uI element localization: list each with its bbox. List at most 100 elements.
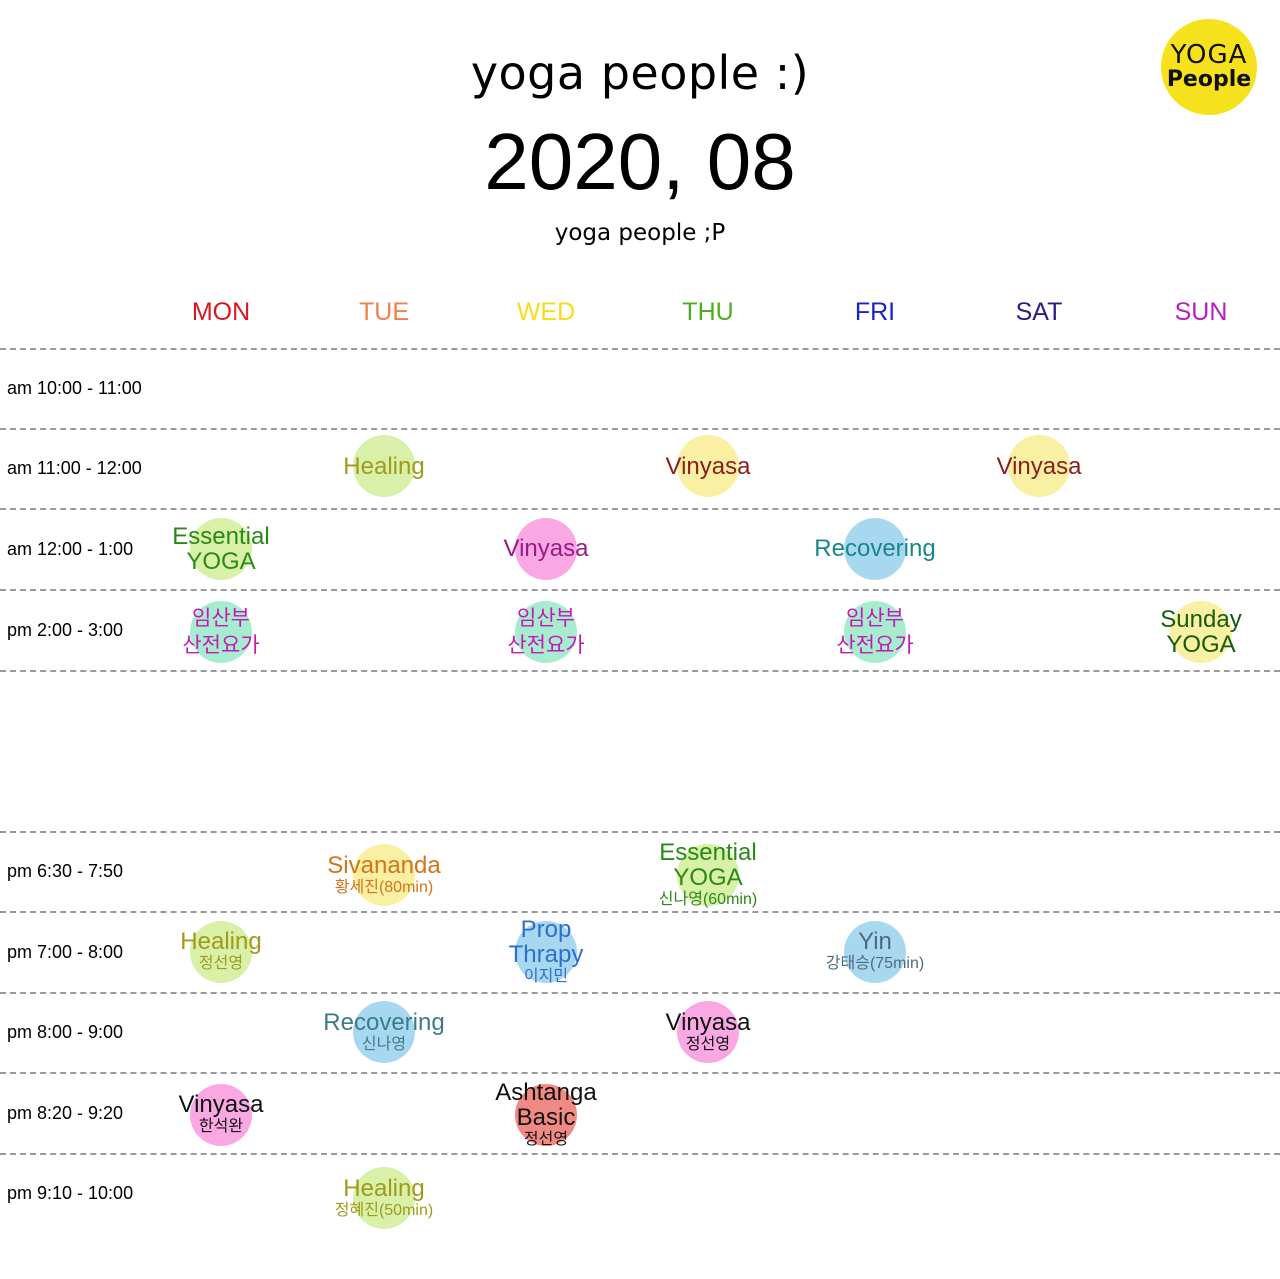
- class-teacher: 신나영(60min): [658, 891, 758, 908]
- time-slot-label: pm 2:00 - 3:00: [7, 619, 124, 640]
- class-entry[interactable]: Recovering: [775, 536, 975, 561]
- class-name: Prop Thrapy: [508, 915, 584, 968]
- row-divider: [0, 428, 1280, 430]
- class-bubble: [844, 920, 906, 983]
- class-teacher: 강태승(75min): [825, 955, 925, 972]
- class-bubble: [353, 1167, 415, 1229]
- class-entry[interactable]: Recovering 신나영: [284, 1010, 484, 1055]
- class-bubble: [353, 844, 415, 906]
- class-name: Yin: [858, 928, 892, 955]
- class-bubble: [515, 920, 577, 983]
- class-name: Healing: [343, 1174, 425, 1202]
- class-entry[interactable]: Essential YOGA 신나영(60min): [608, 840, 808, 910]
- class-entry[interactable]: Vinyasa 정선영: [608, 1010, 808, 1055]
- class-entry[interactable]: Ashtanga Basic 정선영: [446, 1080, 646, 1150]
- class-teacher: 정선영: [198, 955, 244, 972]
- row-divider: [0, 992, 1280, 994]
- row-divider: [0, 911, 1280, 913]
- row-divider: [0, 670, 1280, 672]
- class-entry[interactable]: 임산부 산전요가: [775, 605, 975, 659]
- class-name: Healing: [343, 452, 425, 480]
- class-entry[interactable]: 임산부 산전요가: [121, 605, 321, 659]
- class-entry[interactable]: Sivananda 황세진(80min): [284, 853, 484, 898]
- yoga-people-logo: YOGA People: [1161, 19, 1257, 115]
- class-bubble: [844, 600, 906, 663]
- class-bubble: [677, 1001, 739, 1063]
- class-entry[interactable]: Yin 강태승(75min): [775, 929, 975, 974]
- class-name: 임산부 산전요가: [507, 606, 585, 657]
- time-slot-label: pm 8:00 - 9:00: [7, 1022, 124, 1042]
- class-entry[interactable]: Vinyasa: [446, 536, 646, 561]
- class-bubble: [190, 920, 252, 983]
- day-header-wed: WED: [516, 298, 576, 326]
- class-bubble: [353, 435, 415, 497]
- class-bubble: [190, 600, 252, 663]
- class-entry[interactable]: 임산부 산전요가: [446, 605, 646, 659]
- class-bubble: [515, 1083, 577, 1146]
- logo-line-1: YOGA: [1170, 40, 1248, 70]
- class-name: Recovering: [814, 535, 936, 562]
- class-bubble: [515, 517, 577, 580]
- class-entry[interactable]: Vinyasa: [608, 454, 808, 479]
- class-bubble: [190, 1083, 252, 1146]
- day-header-sun: SUN: [1174, 298, 1228, 326]
- page-title: yoga people :): [470, 46, 810, 100]
- row-divider: [0, 1072, 1280, 1074]
- class-teacher: 정선영: [523, 1130, 569, 1148]
- class-bubble: [844, 517, 906, 580]
- class-name: Vinyasa: [178, 1091, 264, 1118]
- logo-line-2: People: [1166, 67, 1252, 92]
- class-name: Vinyasa: [503, 535, 589, 562]
- class-bubble: [353, 1001, 415, 1063]
- class-bubble: [677, 435, 739, 497]
- time-slot-label: pm 7:00 - 8:00: [7, 941, 124, 962]
- class-name: Recovering: [323, 1008, 445, 1036]
- row-divider: [0, 348, 1280, 350]
- class-name: Essential YOGA: [172, 522, 270, 575]
- class-entry[interactable]: Healing 정선영: [121, 929, 321, 974]
- class-bubble: [1008, 435, 1070, 497]
- class-teacher: 이지민: [523, 967, 569, 985]
- class-bubble: [1170, 600, 1232, 663]
- class-teacher: 정선영: [685, 1035, 731, 1053]
- day-header-mon: MON: [191, 298, 251, 326]
- day-header-tue: TUE: [359, 298, 409, 326]
- class-bubble: [515, 600, 577, 663]
- day-header-fri: FRI: [854, 298, 896, 326]
- row-divider: [0, 1153, 1280, 1155]
- class-name: Vinyasa: [665, 452, 751, 480]
- row-divider: [0, 589, 1280, 591]
- month-heading: 2020, 08: [484, 117, 796, 206]
- time-slot-label: pm 8:20 - 9:20: [7, 1102, 124, 1123]
- class-name: Vinyasa: [665, 1008, 751, 1036]
- time-slot-label: am 12:00 - 1:00: [7, 538, 134, 559]
- row-divider: [0, 508, 1280, 510]
- day-header-sat: SAT: [1015, 298, 1063, 326]
- class-entry[interactable]: Healing 정혜진(50min): [284, 1176, 484, 1221]
- time-slot-label: am 10:00 - 11:00: [7, 378, 142, 398]
- class-name: Vinyasa: [996, 452, 1082, 480]
- time-slot-label: pm 9:10 - 10:00: [7, 1183, 134, 1203]
- day-header-thu: THU: [682, 298, 734, 326]
- time-slot-label: pm 6:30 - 7:50: [7, 861, 124, 881]
- class-entry[interactable]: Vinyasa: [939, 454, 1139, 479]
- class-bubble: [677, 844, 739, 906]
- row-divider: [0, 831, 1280, 833]
- class-name: Sunday YOGA: [1160, 605, 1242, 658]
- class-entry[interactable]: Healing: [284, 454, 484, 479]
- class-name: 임산부 산전요가: [836, 606, 914, 657]
- class-teacher: 황세진(80min): [334, 878, 434, 896]
- class-teacher: 정혜진(50min): [334, 1201, 434, 1219]
- class-entry[interactable]: Essential YOGA: [121, 524, 321, 574]
- class-name: Essential YOGA: [659, 839, 757, 891]
- class-name: Sivananda: [327, 851, 441, 879]
- class-teacher: 한석완: [198, 1118, 244, 1135]
- class-entry[interactable]: Vinyasa 한석완: [121, 1092, 321, 1137]
- class-teacher: 신나영: [361, 1035, 407, 1053]
- class-name: 임산부 산전요가: [182, 606, 260, 657]
- class-name: Healing: [180, 928, 262, 955]
- class-bubble: [190, 517, 252, 580]
- page-subtitle: yoga people ;P: [554, 220, 726, 246]
- class-entry[interactable]: Sunday YOGA: [1101, 607, 1280, 657]
- class-entry[interactable]: Prop Thrapy 이지민: [446, 917, 646, 987]
